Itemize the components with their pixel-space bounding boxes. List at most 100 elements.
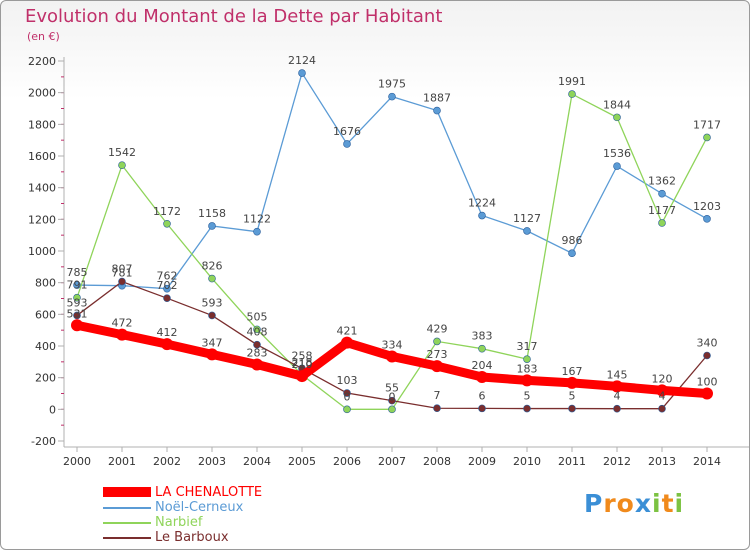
y-tick-label: 1600: [28, 150, 56, 163]
data-label: 429: [427, 322, 448, 335]
data-point-no-l-cerneux: [478, 211, 486, 220]
data-point-narbief: [658, 219, 666, 227]
data-label: 531: [67, 307, 88, 320]
y-tick-label: 800: [35, 277, 56, 290]
data-label: 1717: [693, 118, 721, 131]
data-label: 273: [427, 348, 448, 361]
legend-label: Noël-Cerneux: [155, 500, 244, 515]
data-label: 1122: [243, 213, 271, 226]
data-point-narbief: [703, 133, 711, 142]
data-point-la-chenalotte: [116, 328, 128, 341]
data-point-no-l-cerneux: [208, 222, 216, 230]
data-label: 120: [652, 372, 673, 385]
data-point-no-l-cerneux: [703, 215, 711, 223]
data-point-no-l-cerneux: [613, 162, 621, 170]
data-point-narbief: [73, 293, 81, 302]
data-label: 1203: [693, 200, 721, 213]
data-point-narbief: [433, 337, 441, 346]
x-tick-label: 2001: [108, 455, 136, 468]
data-label: 1172: [153, 205, 181, 218]
data-point-le-barboux: [658, 404, 666, 413]
data-point-narbief: [613, 113, 621, 122]
data-label: 826: [202, 260, 223, 273]
data-point-narbief: [163, 219, 171, 228]
data-point-no-l-cerneux: [658, 189, 666, 198]
y-tick-label: 2200: [28, 55, 56, 68]
data-label: 0: [344, 390, 351, 403]
legend-label: Narbief: [155, 515, 203, 530]
data-point-le-barboux: [613, 404, 621, 413]
data-label: 7: [434, 389, 441, 402]
data-point-no-l-cerneux: [298, 69, 306, 77]
x-tick-label: 2014: [693, 455, 721, 468]
data-label: 2124: [288, 54, 316, 67]
data-label: 593: [202, 296, 223, 309]
data-label: 1975: [378, 78, 406, 91]
data-point-no-l-cerneux: [433, 106, 441, 115]
data-point-la-chenalotte: [431, 360, 443, 373]
data-label: 505: [247, 310, 268, 323]
data-label: 785: [67, 266, 88, 279]
data-point-le-barboux: [253, 340, 261, 349]
data-point-no-l-cerneux: [73, 281, 81, 289]
data-point-la-chenalotte: [296, 370, 308, 383]
data-label: 791: [67, 279, 88, 292]
logo-letter: P: [584, 489, 604, 518]
data-label: 4: [614, 390, 621, 403]
data-label: 4: [659, 390, 666, 403]
data-point-no-l-cerneux: [568, 249, 576, 258]
y-tick-label: 600: [35, 308, 56, 321]
data-label: 702: [157, 279, 178, 292]
data-label: 167: [562, 365, 583, 378]
data-label: 6: [479, 389, 486, 402]
data-point-narbief: [253, 325, 261, 334]
x-tick-label: 2009: [468, 455, 496, 468]
data-point-la-chenalotte: [521, 374, 533, 387]
legend-swatch: [103, 507, 151, 509]
data-label: 258: [292, 349, 313, 362]
data-label: 5: [524, 390, 531, 403]
logo-letter: r: [603, 489, 617, 518]
data-point-narbief: [208, 274, 216, 283]
data-label: 218: [292, 356, 313, 369]
x-tick-label: 2013: [648, 455, 676, 468]
data-point-narbief: [343, 405, 351, 414]
data-label: 334: [382, 338, 403, 351]
data-point-le-barboux: [163, 294, 171, 302]
data-point-narbief: [388, 405, 396, 414]
data-label: 383: [472, 330, 493, 343]
data-point-la-chenalotte: [251, 358, 263, 371]
data-label: 1676: [333, 125, 361, 138]
data-point-le-barboux: [343, 389, 351, 397]
data-label: 1991: [558, 75, 586, 88]
x-tick-label: 2006: [333, 455, 361, 468]
legend-label: LA CHENALOTTE: [155, 485, 263, 500]
unit-label: (en €): [27, 30, 60, 43]
data-point-no-l-cerneux: [388, 92, 396, 101]
logo-letter: o: [616, 489, 635, 518]
data-label: 408: [247, 326, 268, 339]
data-point-la-chenalotte: [386, 350, 398, 363]
data-label: 100: [697, 376, 718, 389]
y-tick-label: 1400: [28, 182, 56, 195]
logo-letter: i: [674, 489, 685, 518]
x-tick-label: 2010: [513, 455, 541, 468]
data-point-no-l-cerneux: [523, 227, 531, 235]
data-point-no-l-cerneux: [343, 140, 351, 148]
data-label: 283: [247, 347, 268, 360]
data-label: 1844: [603, 98, 631, 111]
data-point-le-barboux: [568, 404, 576, 413]
data-label: 1158: [198, 207, 226, 220]
data-point-la-chenalotte: [71, 319, 83, 332]
data-point-la-chenalotte: [656, 384, 668, 397]
chart-title: Evolution du Montant de la Dette par Hab…: [25, 6, 443, 27]
logo-letter: i: [652, 489, 662, 518]
data-point-la-chenalotte: [206, 348, 218, 361]
x-tick-label: 2011: [558, 455, 586, 468]
data-label: 1177: [648, 204, 676, 217]
y-tick-label: 0: [49, 403, 56, 416]
data-point-le-barboux: [703, 351, 711, 360]
data-label: 55: [385, 382, 399, 395]
data-point-la-chenalotte: [341, 336, 353, 349]
